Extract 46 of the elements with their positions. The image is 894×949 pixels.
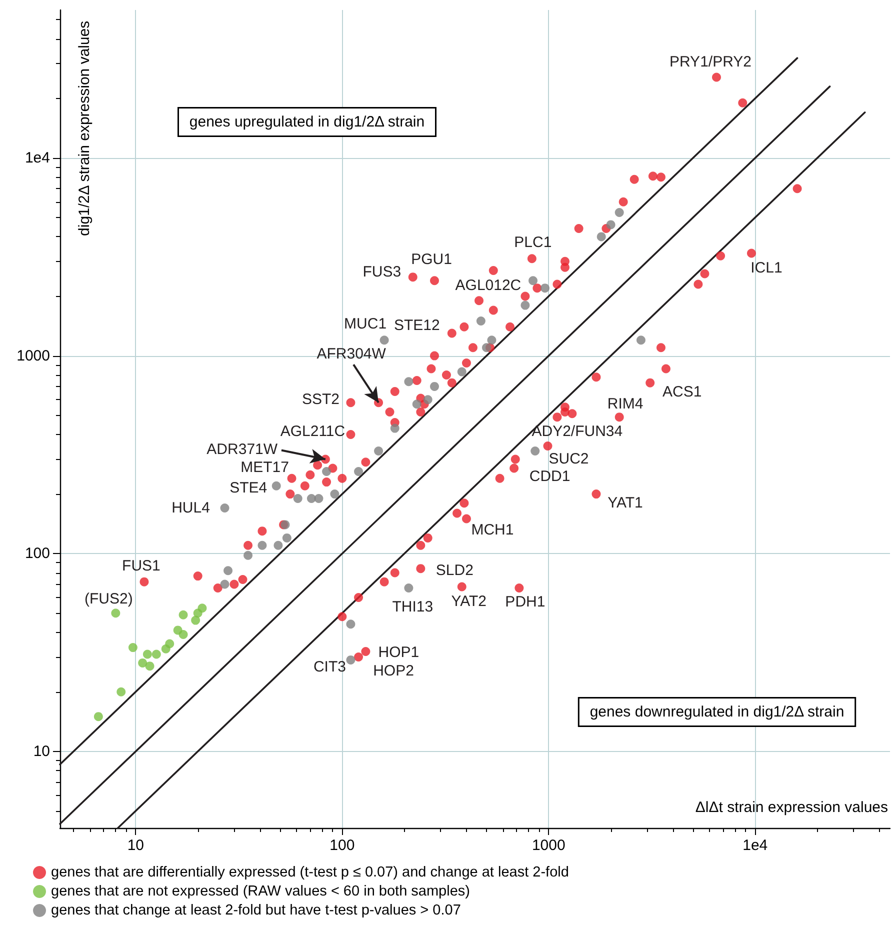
y-tick-label: 1000 xyxy=(16,347,50,364)
annotation: SST2 xyxy=(302,391,340,408)
y-tick-label: 100 xyxy=(24,545,50,562)
annotation: HOP2 xyxy=(373,662,414,680)
legend-label: genes that change at least 2-fold but have t-test p-values > 0.07 xyxy=(51,902,461,918)
annotation: genes downregulated in dig1/2Δ strain xyxy=(590,704,844,720)
annotation: HUL4 xyxy=(172,500,210,517)
annotation: AGL012C xyxy=(455,276,522,294)
annotation: MUC1 xyxy=(344,316,387,333)
annotation: YAT1 xyxy=(608,494,643,512)
annotation: THI13 xyxy=(392,598,434,616)
annotation: MET17 xyxy=(240,458,289,476)
y-axis-title: dig1/2Δ strain expression values xyxy=(76,20,93,236)
annotation: PLC1 xyxy=(514,234,552,252)
legend-label: genes that are not expressed (RAW values < 60 in both samples) xyxy=(51,884,470,900)
annotation: HOP1 xyxy=(378,644,420,661)
annotation: AFR304W xyxy=(316,345,387,362)
annotation: genes upregulated in dig1/2Δ strain xyxy=(189,114,425,130)
x-axis-title: ΔlΔt strain expression values xyxy=(695,799,888,816)
annotation: ADR371W xyxy=(206,440,278,458)
x-tick-label: 1e4 xyxy=(742,837,768,854)
annotation: (FUS2) xyxy=(84,590,133,608)
annotation: STE4 xyxy=(230,479,268,496)
annotation: FUS1 xyxy=(122,557,160,574)
annotation: FUS3 xyxy=(362,264,402,281)
annotation: SUC2 xyxy=(548,450,589,468)
annotation: ICL1 xyxy=(750,260,782,277)
annotation: CDD1 xyxy=(529,468,570,485)
x-tick-label: 1000 xyxy=(532,837,566,854)
annotation: CIT3 xyxy=(313,658,346,676)
annotation: MCH1 xyxy=(471,521,514,538)
annotation: STE12 xyxy=(394,316,440,334)
legend-label: genes that are differentially expressed (t-test p ≤ 0.07) and change at least 2-fold xyxy=(51,864,569,880)
annotation: PGU1 xyxy=(411,251,452,268)
annotation: PDH1 xyxy=(505,594,546,611)
annotation: RIM4 xyxy=(607,396,644,413)
y-tick-label: 10 xyxy=(33,742,50,760)
annotation: ACS1 xyxy=(662,383,702,400)
y-tick-label: 1e4 xyxy=(24,149,50,166)
annotation: ADY2/FUN34 xyxy=(532,423,623,440)
annotation: SLD2 xyxy=(436,562,474,580)
x-tick-label: 10 xyxy=(127,837,144,854)
annotation: PRY1/PRY2 xyxy=(669,54,752,71)
x-tick-label: 100 xyxy=(330,837,355,854)
annotation: AGL211C xyxy=(280,423,346,440)
annotation: YAT2 xyxy=(451,593,487,610)
